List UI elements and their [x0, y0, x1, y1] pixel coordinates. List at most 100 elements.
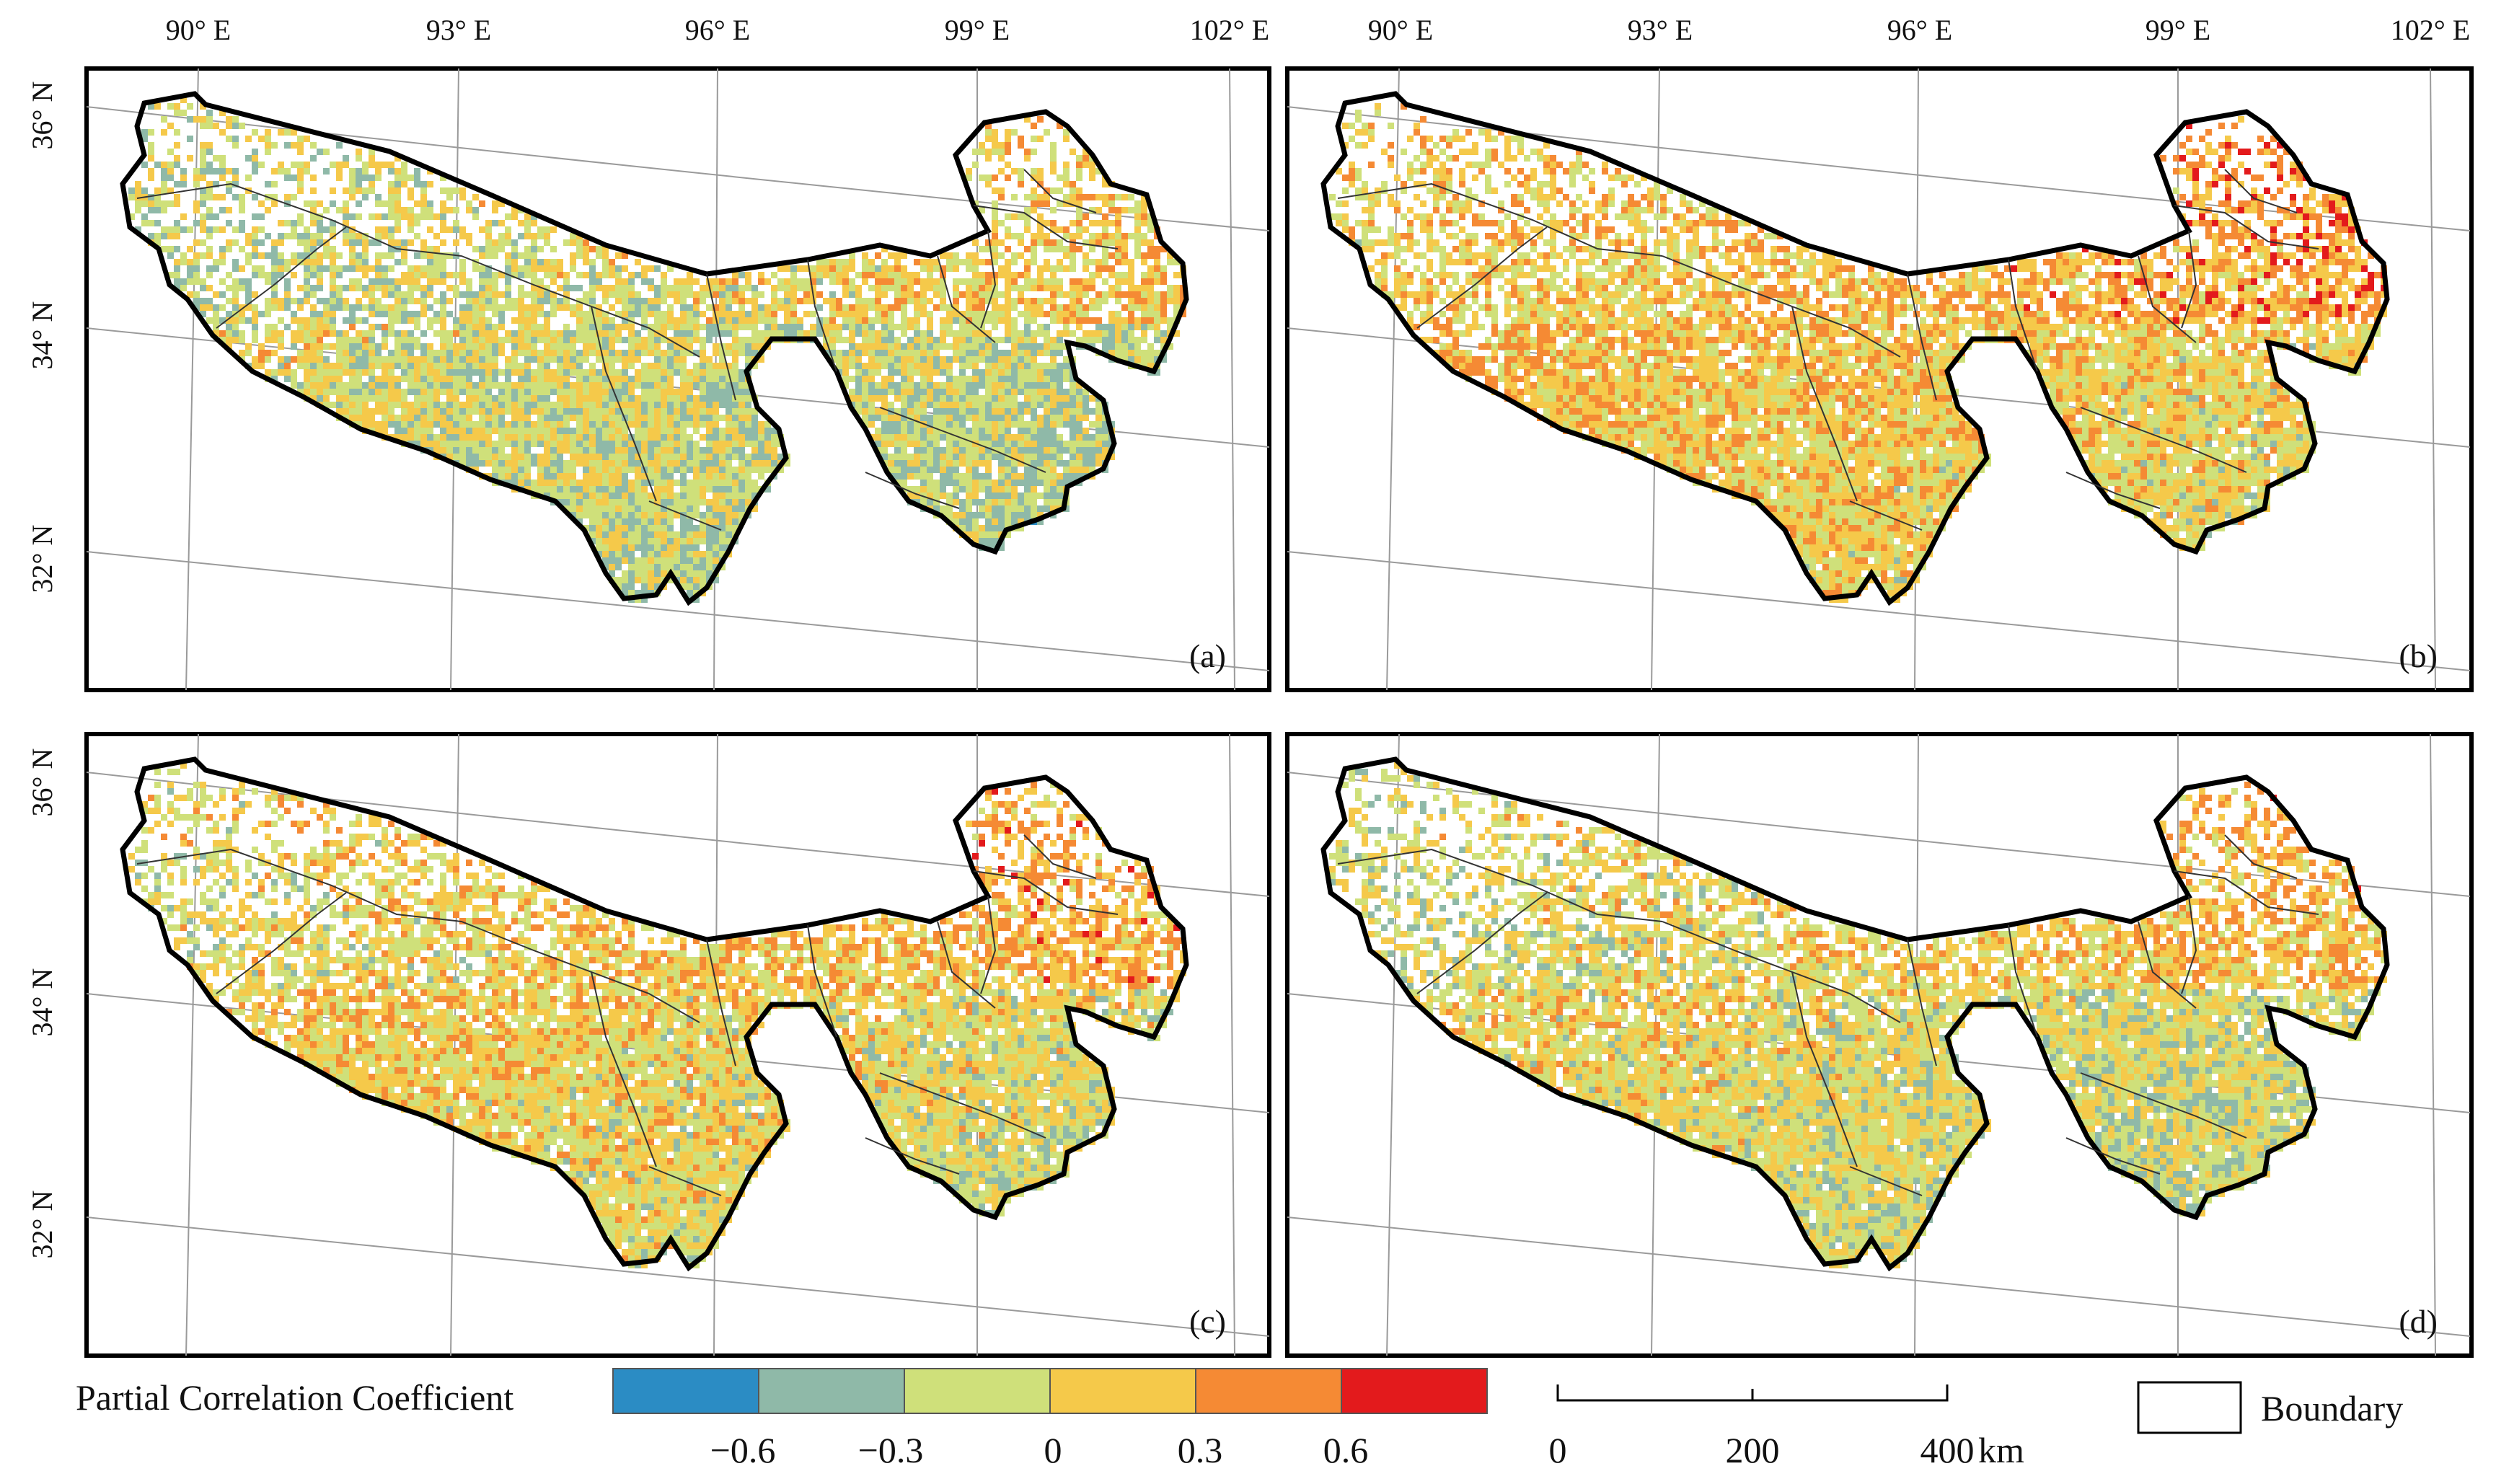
raster-cell [1057, 493, 1063, 499]
raster-cell [433, 330, 440, 337]
raster-cell [946, 473, 953, 480]
raster-cell [420, 311, 427, 317]
raster-cell [751, 343, 758, 350]
raster-cell [966, 499, 972, 505]
raster-cell [803, 311, 810, 317]
raster-cell [628, 395, 635, 402]
raster-cell [154, 194, 161, 200]
raster-cell [829, 343, 836, 350]
raster-cell [628, 531, 635, 538]
raster-cell [537, 395, 544, 402]
raster-cell [388, 421, 394, 428]
raster-cell [1050, 162, 1057, 168]
raster-cell [310, 382, 317, 389]
raster-cell [239, 317, 245, 324]
raster-cell [680, 317, 687, 324]
raster-cell [213, 226, 219, 233]
lon-label-102: 102° E [1190, 14, 1269, 46]
raster-cell [894, 447, 901, 454]
raster-cell [394, 298, 401, 304]
raster-cell [1102, 454, 1108, 460]
raster-cell [998, 350, 1005, 356]
raster-cell [1173, 291, 1180, 298]
raster-cell [985, 434, 992, 441]
raster-cell [336, 376, 343, 382]
raster-cell [972, 337, 979, 343]
raster-cell [141, 129, 148, 136]
raster-cell [433, 421, 440, 428]
raster-cell [174, 142, 180, 149]
raster-cell [1044, 447, 1050, 454]
raster-cell [628, 551, 635, 557]
raster-cell [1018, 434, 1024, 441]
raster-cell [356, 350, 362, 356]
raster-cell [713, 389, 719, 395]
raster-cell [927, 330, 933, 337]
raster-cell [992, 356, 998, 363]
raster-cell [1018, 441, 1024, 447]
raster-cell [738, 389, 745, 395]
raster-cell [557, 480, 563, 486]
raster-cell [596, 538, 602, 544]
county-border [1023, 169, 1097, 213]
raster-cell [550, 291, 557, 298]
raster-cell [738, 402, 745, 408]
raster-cell [862, 265, 868, 272]
raster-cell [1044, 298, 1050, 304]
raster-cell [842, 311, 849, 317]
raster-cell [972, 525, 979, 531]
raster-cell [972, 343, 979, 350]
raster-cell [985, 369, 992, 376]
raster-cell [615, 460, 622, 467]
raster-cell [726, 518, 732, 525]
raster-cell [1018, 499, 1024, 505]
raster-cell [161, 162, 167, 168]
raster-cell [323, 330, 330, 337]
raster-cell [596, 473, 602, 480]
raster-cell [343, 226, 349, 233]
raster-cell [719, 447, 726, 454]
raster-cell [492, 343, 498, 350]
raster-cell [148, 220, 154, 226]
raster-cell [609, 467, 615, 473]
raster-cell [394, 304, 401, 311]
raster-cell [479, 395, 485, 402]
raster-cell [1037, 395, 1044, 402]
raster-cell [304, 168, 310, 175]
raster-cell [576, 311, 583, 317]
raster-cell [154, 162, 161, 168]
raster-cell [979, 512, 985, 518]
raster-cell [713, 395, 719, 402]
raster-cell [1005, 460, 1011, 467]
raster-cell [648, 447, 654, 454]
raster-cell [797, 285, 803, 291]
raster-cell [888, 428, 894, 434]
map-panel-b: (b) [1285, 66, 2474, 692]
raster-cell [472, 363, 479, 369]
raster-cell [946, 376, 953, 382]
raster-cell [583, 376, 589, 382]
raster-cell [459, 272, 466, 278]
raster-cell [505, 304, 511, 311]
raster-cell [498, 441, 505, 447]
raster-cell [589, 512, 596, 518]
raster-cell [1121, 278, 1128, 285]
raster-cell [654, 324, 661, 330]
raster-cell [1095, 207, 1102, 213]
raster-cell [459, 278, 466, 285]
raster-cell [726, 298, 732, 304]
raster-cell [914, 415, 920, 421]
raster-cell [479, 428, 485, 434]
lat-label-36: 36° N [26, 81, 58, 150]
raster-cell [901, 298, 907, 304]
raster-cell [265, 149, 271, 155]
raster-cell [972, 304, 979, 311]
raster-cell [953, 278, 959, 285]
raster-cell [271, 252, 278, 259]
raster-cell [472, 454, 479, 460]
raster-cell [979, 505, 985, 512]
raster-cell [544, 272, 550, 278]
raster-cell [278, 259, 284, 265]
raster-cell [336, 382, 343, 389]
raster-cell [966, 175, 972, 181]
